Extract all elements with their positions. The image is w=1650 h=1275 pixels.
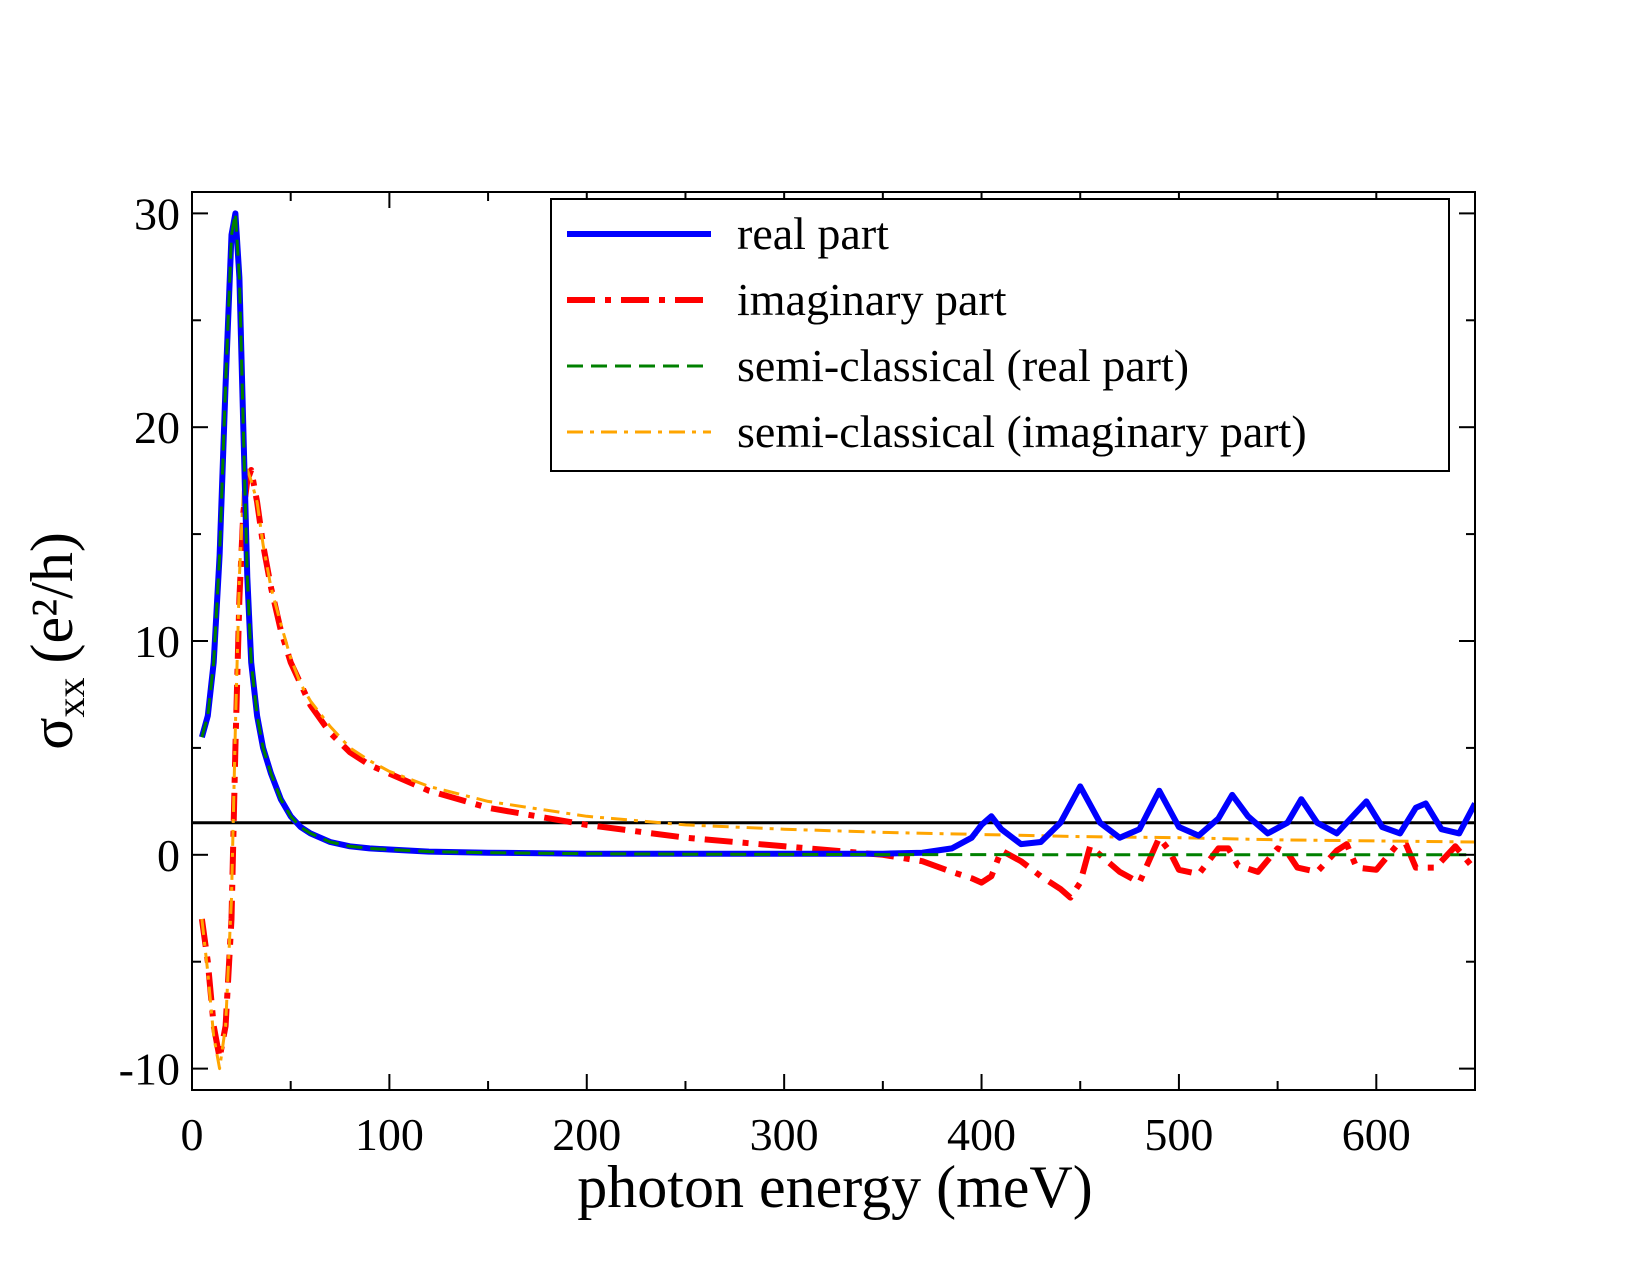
x-tick-label: 400 [947, 1109, 1016, 1160]
y-tick-label: 0 [157, 830, 180, 881]
x-tick-label: 100 [355, 1109, 424, 1160]
legend-label-2: imaginary part [737, 274, 1007, 325]
x-tick-label: 500 [1144, 1109, 1213, 1160]
series-line-4 [200, 468, 1475, 1071]
y-axis-units: (e²/h) [19, 532, 85, 663]
x-axis-title: photon energy (meV) [577, 1154, 1092, 1220]
y-tick-label: 20 [134, 402, 180, 453]
y-tick-label: 10 [134, 616, 180, 667]
series-layer [198, 210, 1475, 1071]
x-tick-label: 200 [552, 1109, 621, 1160]
legend-label-3: semi-classical (real part) [737, 340, 1189, 391]
legend-label-4: semi-classical (imaginary part) [737, 406, 1307, 457]
series-line-3 [200, 211, 1475, 857]
legend-entries: real part imaginary part semi-classical (r… [567, 208, 1307, 457]
legend: real part imaginary part semi-classical (r… [550, 198, 1450, 472]
y-tick-label: -10 [119, 1044, 180, 1095]
series-line-2 [198, 467, 1475, 1061]
y-axis-subscript: xx [48, 677, 93, 717]
y-axis-symbol: σ [19, 717, 85, 749]
y-tick-label: 30 [134, 188, 180, 239]
legend-box [550, 198, 1450, 472]
legend-label-1: real part [737, 208, 889, 259]
x-tick-label: 300 [750, 1109, 819, 1160]
x-tick-label: 0 [181, 1109, 204, 1160]
y-axis-title: σxx (e²/h) [19, 532, 93, 750]
x-tick-label: 600 [1342, 1109, 1411, 1160]
